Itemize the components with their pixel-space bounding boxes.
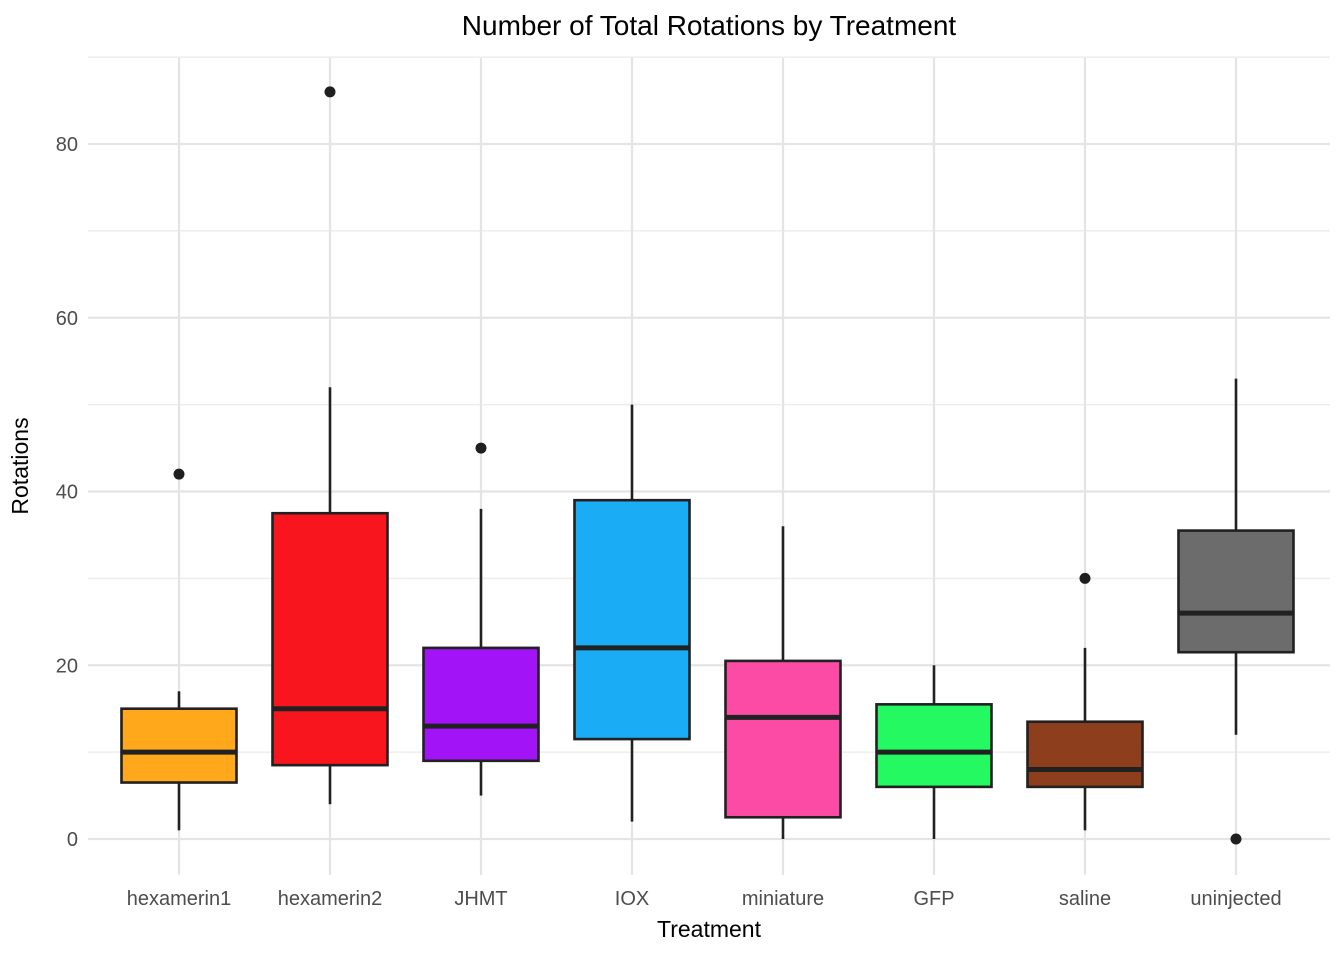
- outlier-hexamerin2: [324, 86, 336, 98]
- y-tick-label-20: 20: [56, 655, 78, 677]
- outlier-hexamerin1: [173, 468, 185, 480]
- outlier-JHMT: [475, 442, 487, 454]
- box-miniature: [724, 659, 842, 819]
- y-tick-label-40: 40: [56, 482, 78, 504]
- x-axis-title: Treatment: [657, 916, 761, 942]
- box-hexamerin2: [271, 511, 389, 767]
- box-JHMT: [422, 646, 540, 763]
- x-tick-label-GFP: GFP: [913, 888, 954, 910]
- x-tick-label-JHMT: JHMT: [454, 888, 507, 910]
- x-tick-label-hexamerin1: hexamerin1: [127, 888, 232, 910]
- y-tick-label-0: 0: [67, 829, 78, 851]
- y-tick-label-80: 80: [56, 134, 78, 156]
- box-uninjected: [1177, 529, 1295, 654]
- chart-title: Number of Total Rotations by Treatment: [461, 10, 957, 41]
- x-tick-label-uninjected: uninjected: [1190, 888, 1281, 910]
- box-IOX: [573, 498, 691, 741]
- box-saline: [1026, 720, 1144, 789]
- x-tick-label-saline: saline: [1059, 888, 1111, 910]
- x-tick-label-miniature: miniature: [742, 888, 824, 910]
- outlier-uninjected: [1230, 833, 1242, 845]
- x-tick-label-hexamerin2: hexamerin2: [278, 888, 383, 910]
- x-tick-label-IOX: IOX: [615, 888, 649, 910]
- y-tick-label-60: 60: [56, 308, 78, 330]
- box-GFP: [875, 703, 993, 789]
- outlier-saline: [1079, 572, 1091, 584]
- box-hexamerin1: [120, 707, 238, 784]
- y-axis-title: Rotations: [7, 417, 33, 515]
